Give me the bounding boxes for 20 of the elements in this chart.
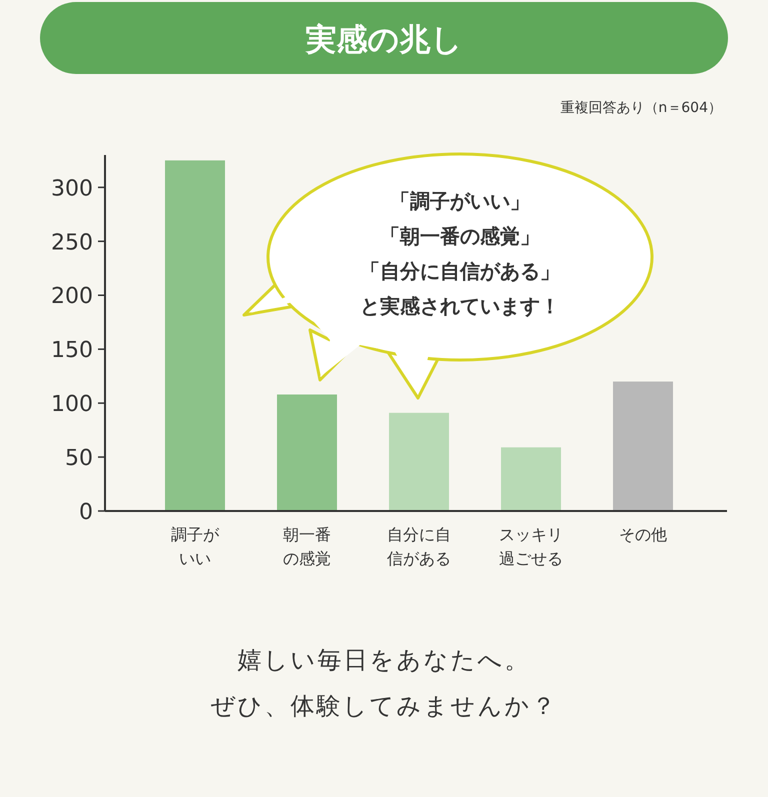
annotation: 「朝一番の感覚」 (380, 224, 540, 248)
x-tick-label: 朝一番の感覚 (283, 525, 331, 568)
annotation: と実感されています！ (360, 294, 560, 318)
y-tick-label: 200 (51, 284, 93, 310)
chart-title: 実感の兆し (304, 22, 462, 58)
y-tick-label: 150 (51, 338, 93, 364)
text: 重複回答あり（n＝604） (560, 100, 722, 116)
y-tick-label: 250 (51, 230, 93, 256)
annotation: 「調子がいい」 (390, 189, 530, 213)
y-tick-label: 100 (51, 392, 93, 418)
x-tick-label: 自分に自信がある (387, 525, 451, 568)
y-tick-label: 50 (65, 446, 93, 472)
y-tick-label: 300 (51, 176, 93, 202)
y-tick-label: 0 (79, 500, 93, 525)
text: 嬉しい毎日をあなたへ。 (238, 646, 530, 674)
text: ぜひ、体験してみませんか？ (210, 692, 558, 720)
x-tick-label: その他 (619, 525, 667, 544)
annotation: 「自分に自信がある」 (360, 259, 560, 283)
x-tick-label: スッキリ過ごせる (499, 525, 563, 568)
x-tick-label: 調子がいい (171, 525, 220, 568)
